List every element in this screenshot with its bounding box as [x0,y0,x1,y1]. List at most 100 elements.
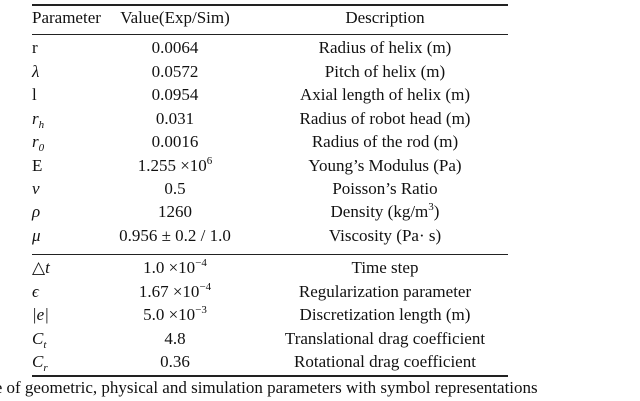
parameter-description: Rotational drag coefficient [262,350,508,374]
symbol-base: △t [32,258,50,277]
table-row: r0 0.0016 Radius of the rod (m) [0,130,640,154]
value-text: 0.5 [164,179,186,198]
description-text: Pitch of helix (m) [324,62,446,81]
value-text: 0.956 ± 0.2 / 1.0 [119,226,231,245]
parameter-symbol: l [32,83,37,107]
value-text: 0.0016 [151,132,199,151]
parameter-description: Pitch of helix (m) [262,60,508,84]
table-row: |e| 5.0 ×10−3 Discretization length (m) [0,303,640,327]
table-row: ϵ 1.67 ×10−4 Regularization parameter [0,280,640,304]
symbol-base: μ [32,226,41,245]
table-row: △t 1.0 ×10−4 Time step [0,256,640,280]
parameter-description: Radius of the rod (m) [262,130,508,154]
parameter-description: Time step [262,256,508,280]
symbol-base: r [32,109,39,128]
table-row: ρ 1260 Density (kg/m3) [0,200,640,224]
description-text: Radius of helix (m) [318,38,452,57]
parameter-value: 1.67 ×10−4 [100,280,250,304]
parameter-value: 0.0572 [100,60,250,84]
symbol-subscript: 0 [38,142,45,154]
parameter-symbol: △t [32,256,50,280]
table-row: E 1.255 ×106 Young’s Modulus (Pa) [0,154,640,178]
parameter-value: 5.0 ×10−3 [100,303,250,327]
mid-rule [32,254,508,255]
value-text: 0.031 [155,109,195,128]
parameter-symbol: Ct [32,327,46,351]
parameter-symbol: ρ [32,200,40,224]
parameter-value: 0.5 [100,177,250,201]
parameter-description: Viscosity (Pa· s) [262,224,508,248]
table-row: λ 0.0572 Pitch of helix (m) [0,60,640,84]
table-header: Parameter Value(Exp/Sim) Description [0,6,640,30]
header-value: Value(Exp/Sim) [120,8,230,27]
symbol-base: r [32,38,38,57]
parameter-symbol: r0 [32,130,44,154]
symbol-base: C [32,329,44,348]
table-row: Cr 0.36 Rotational drag coefficient [0,350,640,374]
value-exponent: −4 [199,281,212,293]
parameter-value: 4.8 [100,327,250,351]
value-text: 0.36 [160,352,190,371]
value-text: 1.0 ×10 [143,258,196,277]
parameter-description: Regularization parameter [262,280,508,304]
parameter-symbol: r [32,36,38,60]
symbol-base: ν [32,179,40,198]
top-rule [32,4,508,6]
parameter-description: Young’s Modulus (Pa) [262,154,508,178]
description-text: Radius of the rod (m) [311,132,459,151]
parameter-symbol: μ [32,224,41,248]
parameter-symbol: ν [32,177,40,201]
parameter-description: Radius of robot head (m) [262,107,508,131]
table-row: μ 0.956 ± 0.2 / 1.0 Viscosity (Pa· s) [0,224,640,248]
description-text: Young’s Modulus (Pa) [308,156,462,175]
parameter-symbol: Cr [32,350,48,374]
parameter-value: 0.031 [100,107,250,131]
symbol-base: E [32,156,43,175]
parameter-value: 1.0 ×10−4 [100,256,250,280]
description-text: Regularization parameter [298,282,472,301]
parameter-symbol: rh [32,107,44,131]
symbol-base: C [32,352,44,371]
header-parameter: Parameter [32,8,101,27]
parameter-description: Poisson’s Ratio [262,177,508,201]
value-exponent: −4 [195,257,207,269]
parameter-value: 1.255 ×106 [100,154,250,178]
description-text: Density (kg/m [330,202,429,221]
value-text: 0.0572 [151,62,199,81]
value-text: 0.0064 [151,38,199,57]
description-text: Viscosity (Pa· s) [328,226,442,245]
value-text: 0.0954 [151,85,199,104]
table-row: r 0.0064 Radius of helix (m) [0,36,640,60]
table-row: l 0.0954 Axial length of helix (m) [0,83,640,107]
header-rule [32,34,508,35]
parameter-symbol: ϵ [32,280,39,304]
symbol-base: r [32,132,39,151]
description-text: Time step [351,258,419,277]
symbol-base: ϵ [32,282,39,301]
table-caption: le of geometric, physical and simulation… [0,378,538,397]
description-text: Axial length of helix (m) [300,85,470,104]
value-text: 1260 [158,202,192,221]
parameter-description: Discretization length (m) [262,303,508,327]
symbol-base: ρ [32,202,41,221]
parameter-description: Radius of helix (m) [262,36,508,60]
description-text: Discretization length (m) [299,305,471,324]
header-description: Description [345,8,425,27]
parameter-value: 0.36 [100,350,250,374]
symbol-subscript: t [43,339,47,351]
symbol-subscript: h [38,119,45,131]
description-text: Rotational drag coefficient [294,352,476,371]
parameter-description: Density (kg/m3) [262,200,508,224]
description-text: Poisson’s Ratio [332,179,438,198]
parameter-description: Axial length of helix (m) [262,83,508,107]
value-text: 1.255 ×10 [137,156,207,175]
value-text: 5.0 ×10 [143,305,196,324]
symbol-base: |e| [32,305,49,324]
bottom-rule [32,375,508,377]
parameter-symbol: |e| [32,303,49,327]
parameter-description: Translational drag coefficient [262,327,508,351]
value-exponent: −3 [195,304,207,316]
table-row: Ct 4.8 Translational drag coefficient [0,327,640,351]
symbol-base: λ [32,62,40,81]
value-text: 4.8 [164,329,186,348]
